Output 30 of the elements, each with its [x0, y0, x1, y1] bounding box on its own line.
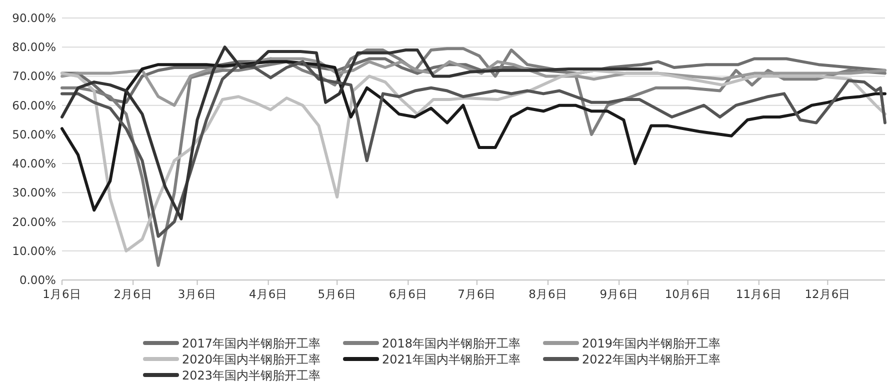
legend-label: 2022年国内半钢胎开工率	[582, 352, 721, 366]
y-tick-label: 90.00%	[12, 11, 56, 25]
y-tick-label: 50.00%	[12, 127, 56, 142]
y-tick-label: 40.00%	[12, 156, 56, 171]
legend-label: 2017年国内半钢胎开工率	[182, 336, 321, 350]
y-tick-label: 60.00%	[12, 98, 56, 112]
legend-label: 2019年国内半钢胎开工率	[582, 336, 721, 350]
legend-label: 2018年国内半钢胎开工率	[382, 336, 521, 350]
line-series	[60, 46, 653, 220]
x-tick-label: 5月6日	[318, 287, 356, 301]
y-tick-label: 70.00%	[12, 69, 56, 84]
y-tick-label: 80.00%	[12, 40, 56, 54]
x-tick-label: 3月6日	[178, 287, 217, 301]
y-tick-label: 0.00%	[19, 273, 56, 287]
y-tick-label: 30.00%	[12, 186, 56, 200]
legend-label: 2020年国内半钢胎开工率	[182, 352, 321, 366]
x-tick-label: 10月6日	[664, 287, 711, 301]
legend-label: 2021年国内半钢胎开工率	[382, 352, 521, 366]
x-tick-label: 12月6日	[804, 287, 851, 301]
x-tick-label: 7月6日	[458, 287, 496, 301]
x-tick-label: 11月6日	[736, 287, 782, 301]
x-tick-label: 1月6日	[42, 287, 82, 301]
x-tick-label: 8月6日	[528, 287, 568, 301]
legend-label: 2023年国内半钢胎开工率	[182, 368, 321, 382]
y-tick-label: 20.00%	[12, 214, 56, 229]
y-tick-label: 10.00%	[12, 244, 56, 258]
x-tick-label: 6月6日	[388, 287, 428, 301]
x-tick-label: 9月6日	[600, 287, 638, 301]
x-tick-label: 2月6日	[114, 287, 152, 301]
x-tick-label: 4月6日	[249, 287, 288, 301]
